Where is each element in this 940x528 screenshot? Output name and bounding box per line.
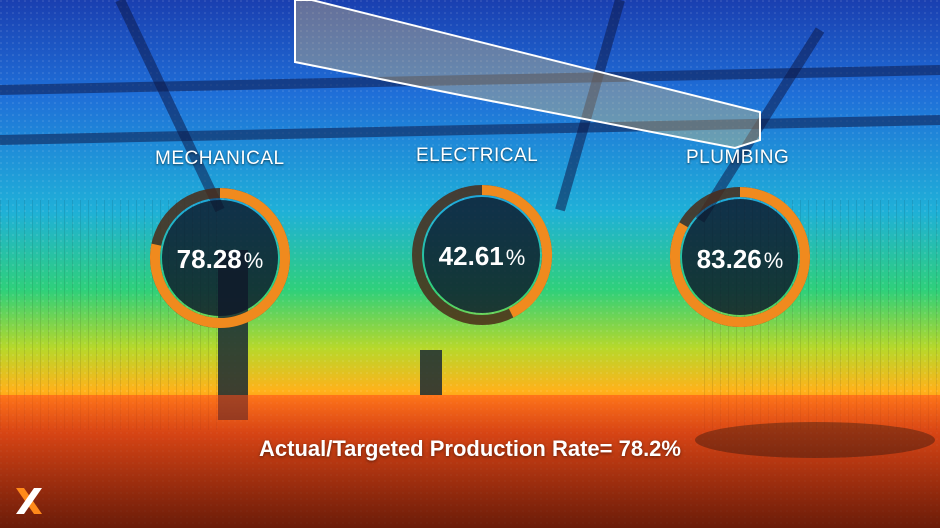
- gauge-progress-electrical: [481, 185, 552, 318]
- gauge-progress-plumbing: [670, 187, 810, 327]
- gauge-number: 42.61: [438, 241, 504, 271]
- gauge-unit: %: [243, 248, 264, 273]
- production-rate-caption: Actual/Targeted Production Rate= 78.2%: [259, 436, 681, 461]
- brand-x-logo-icon: [16, 488, 42, 514]
- gauge-value-mechanical: 78.28%: [150, 244, 290, 275]
- gauge-number: 83.26: [696, 244, 762, 274]
- gauge-label-electrical: ELECTRICAL: [416, 145, 539, 166]
- gauge-disc-mechanical: [162, 200, 278, 316]
- gauge-label-plumbing: PLUMBING: [686, 147, 790, 168]
- gauge-progress-mechanical: [150, 188, 290, 328]
- gauge-unit: %: [763, 248, 784, 273]
- gauge-value-plumbing: 83.26%: [670, 244, 810, 275]
- gauge-label-mechanical: MECHANICAL: [155, 148, 285, 169]
- gauge-unit: %: [505, 245, 526, 270]
- gauge-disc-electrical: [424, 197, 540, 313]
- gauge-number: 78.28: [176, 244, 242, 274]
- gauge-disc-plumbing: [682, 199, 798, 315]
- gauge-value-electrical: 42.61%: [412, 241, 552, 272]
